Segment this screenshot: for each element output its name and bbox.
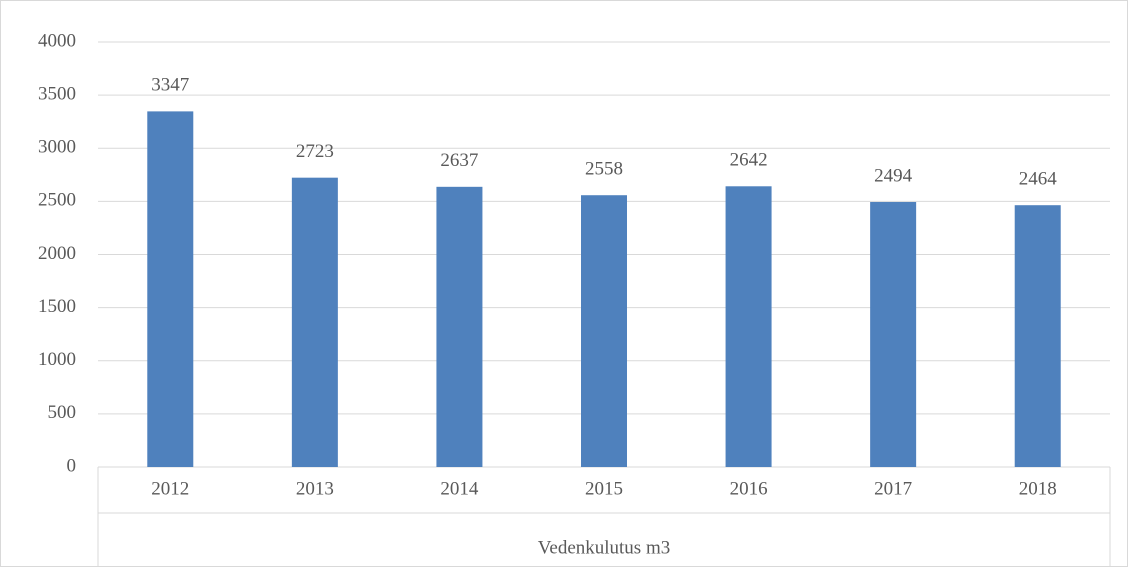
x-tick-label: 2013 bbox=[296, 478, 334, 499]
y-tick-label: 3000 bbox=[38, 137, 76, 158]
bar bbox=[147, 111, 194, 467]
data-label: 2723 bbox=[296, 141, 334, 162]
x-tick-label: 2012 bbox=[151, 478, 189, 499]
x-axis-label: Vedenkulutus m3 bbox=[538, 537, 670, 558]
y-tick-label: 1000 bbox=[38, 349, 76, 370]
y-tick-label: 500 bbox=[48, 402, 77, 423]
x-tick-label: 2018 bbox=[1019, 478, 1057, 499]
y-tick-label: 2500 bbox=[38, 190, 76, 211]
y-tick-label: 4000 bbox=[38, 30, 76, 51]
bar bbox=[436, 186, 483, 467]
x-tick-label: 2017 bbox=[874, 478, 912, 499]
data-label: 2494 bbox=[874, 165, 913, 186]
x-tick-label: 2014 bbox=[440, 478, 479, 499]
bar bbox=[1014, 205, 1061, 467]
data-label: 2464 bbox=[1019, 169, 1058, 190]
x-tick-label: 2015 bbox=[585, 478, 623, 499]
y-tick-label: 0 bbox=[67, 455, 77, 476]
x-tick-label: 2016 bbox=[730, 478, 768, 499]
bar bbox=[581, 195, 627, 467]
data-label: 2558 bbox=[585, 159, 623, 180]
y-tick-label: 1500 bbox=[38, 296, 76, 317]
data-label: 2637 bbox=[440, 150, 478, 171]
data-label: 3347 bbox=[151, 75, 189, 96]
y-tick-label: 2000 bbox=[38, 243, 76, 264]
bar bbox=[725, 186, 772, 467]
y-tick-label: 3500 bbox=[38, 83, 76, 104]
data-label: 2642 bbox=[730, 150, 768, 171]
bar bbox=[291, 177, 338, 467]
bar bbox=[870, 202, 917, 467]
